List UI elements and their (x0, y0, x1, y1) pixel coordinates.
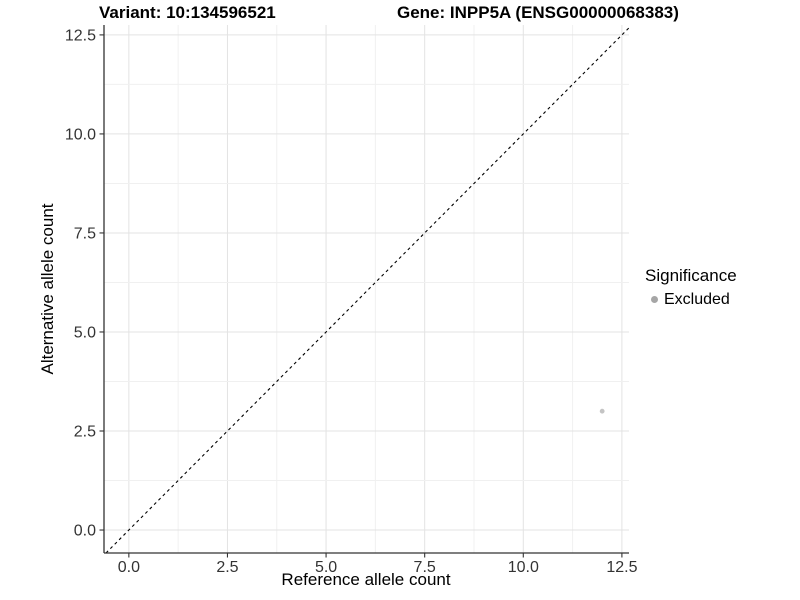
plot-title-gene: Gene: INPP5A (ENSG00000068383) (397, 3, 679, 22)
y-tick-label: 0.0 (74, 523, 96, 540)
x-tick-label: 10.0 (508, 559, 539, 576)
y-tick-label: 7.5 (74, 225, 96, 242)
legend-title: Significance (645, 266, 737, 285)
legend: Significance Excluded (645, 266, 737, 310)
y-tick-label: 5.0 (74, 324, 96, 341)
y-tick-label: 10.0 (65, 126, 96, 143)
data-point (599, 408, 605, 414)
plot-title-variant: Variant: 10:134596521 (99, 3, 276, 22)
x-axis-title: Reference allele count (281, 570, 451, 589)
y-axis-title: Alternative allele count (38, 203, 57, 375)
identity-reference-line (105, 27, 630, 554)
x-tick-label: 5.0 (315, 559, 337, 576)
x-tick-label: 0.0 (118, 559, 140, 576)
y-tick-label: 12.5 (65, 27, 96, 44)
x-tick-label: 12.5 (606, 559, 637, 576)
legend-item-excluded: Excluded (651, 290, 737, 309)
excluded-point-icon (651, 296, 658, 304)
legend-item-label: Excluded (664, 291, 730, 309)
x-tick-label: 2.5 (216, 559, 238, 576)
y-tick-label: 2.5 (74, 424, 96, 441)
x-tick-label: 7.5 (414, 559, 436, 576)
